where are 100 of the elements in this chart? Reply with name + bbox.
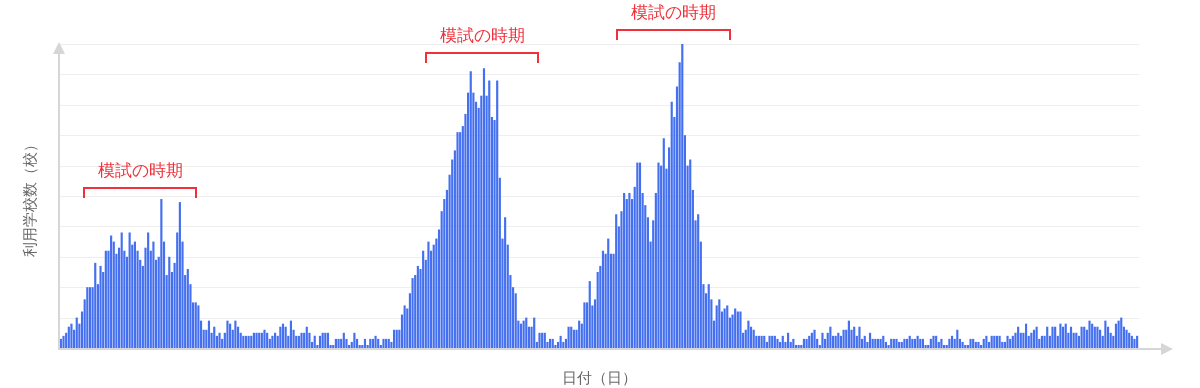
bar	[62, 335, 65, 348]
bar	[786, 332, 790, 348]
bar	[218, 332, 221, 348]
bar	[377, 338, 380, 348]
bar	[1120, 317, 1123, 348]
bar	[337, 338, 340, 348]
bar	[736, 311, 739, 348]
bar	[747, 320, 750, 348]
bar	[244, 335, 248, 348]
bar	[59, 338, 62, 348]
bar	[207, 320, 211, 348]
bar	[1030, 332, 1033, 348]
bar	[808, 335, 811, 348]
bar	[242, 335, 245, 348]
bar	[874, 338, 877, 348]
bar	[525, 317, 528, 348]
bar	[707, 284, 710, 348]
bar	[178, 202, 181, 348]
bar	[905, 338, 909, 348]
bar	[374, 335, 377, 348]
bar	[776, 338, 779, 348]
bar	[781, 335, 784, 348]
bar	[623, 192, 626, 348]
bar	[1032, 329, 1036, 348]
bar	[427, 241, 430, 348]
bar	[128, 232, 131, 348]
bar	[411, 278, 414, 348]
bar	[1130, 335, 1133, 348]
bar	[1009, 338, 1012, 348]
bar	[213, 326, 216, 348]
bar	[1096, 326, 1099, 348]
bar	[1064, 323, 1067, 348]
bar	[879, 338, 882, 348]
bar	[662, 138, 665, 348]
bar	[1024, 323, 1028, 348]
bar	[133, 241, 136, 348]
bar	[935, 335, 938, 348]
bar	[186, 268, 189, 348]
bar	[813, 329, 816, 348]
bar	[147, 232, 150, 348]
bar	[392, 329, 396, 348]
bar	[88, 287, 92, 348]
bar	[726, 305, 729, 348]
bar	[504, 217, 507, 348]
bar	[768, 335, 771, 348]
bar	[67, 326, 70, 348]
bar	[94, 262, 97, 348]
bar	[75, 317, 78, 348]
bar	[670, 101, 673, 348]
bar	[279, 326, 282, 348]
bar	[985, 335, 988, 348]
bar	[842, 329, 845, 348]
bar	[572, 329, 575, 348]
bar	[229, 323, 232, 348]
bar	[689, 159, 692, 348]
bar	[908, 335, 911, 348]
bar	[519, 323, 523, 348]
bar	[422, 250, 425, 348]
bar	[607, 238, 610, 348]
text: 模試の時期	[631, 1, 716, 24]
bar	[326, 332, 330, 348]
bar	[929, 338, 932, 348]
bar	[1136, 335, 1139, 348]
bar	[1128, 332, 1131, 348]
bar	[837, 332, 840, 348]
bar	[1114, 323, 1118, 348]
bar	[353, 332, 356, 348]
bar	[1011, 335, 1014, 348]
bar	[152, 241, 155, 348]
bar	[1083, 326, 1086, 348]
bar	[940, 338, 943, 348]
bar	[305, 326, 308, 348]
bar	[482, 68, 486, 348]
bar	[982, 338, 985, 348]
bar	[956, 329, 959, 348]
bar	[601, 250, 605, 348]
bar	[363, 338, 367, 348]
y-axis-title: 利用学校数（校）	[20, 136, 39, 257]
bar	[266, 332, 269, 348]
bar	[168, 256, 171, 348]
bar	[324, 332, 327, 348]
bar	[990, 335, 993, 348]
bar	[533, 317, 536, 348]
bar	[921, 338, 925, 348]
bar	[570, 326, 573, 348]
bar	[792, 338, 795, 348]
bar	[638, 162, 642, 348]
bar	[559, 335, 562, 348]
bar	[382, 338, 385, 348]
bar	[1069, 326, 1073, 348]
bar	[718, 299, 721, 348]
bar	[588, 281, 591, 348]
bar	[995, 335, 999, 348]
bar	[615, 214, 618, 348]
bar	[739, 311, 742, 348]
bar	[903, 338, 906, 348]
bar	[120, 232, 123, 348]
bar	[969, 338, 972, 348]
bar	[263, 329, 266, 348]
bar	[972, 338, 975, 348]
